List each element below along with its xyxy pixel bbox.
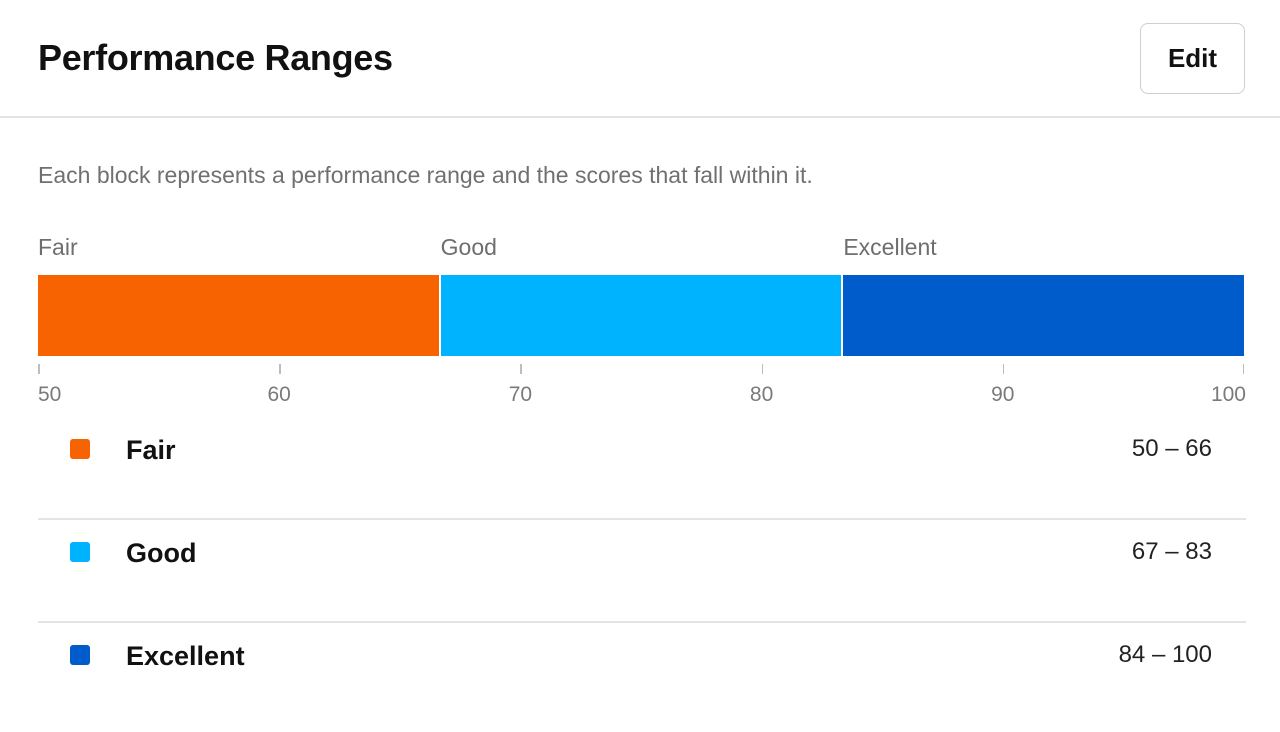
legend-name: Fair <box>126 435 176 465</box>
chart-description: Each block represents a performance rang… <box>38 162 813 188</box>
scale-tick <box>279 364 281 374</box>
edit-button[interactable]: Edit <box>1140 23 1245 94</box>
segment-label-excellent: Excellent <box>843 234 937 260</box>
legend-range: 84 – 100 <box>1118 641 1212 668</box>
scale-tick-label: 100 <box>1210 383 1246 406</box>
scale-tick-label: 70 <box>508 383 533 406</box>
legend-row-fair: Fair 50 – 66 <box>38 417 1246 520</box>
legend-range: 67 – 83 <box>1131 538 1212 565</box>
page-title: Performance Ranges <box>38 37 393 78</box>
score-scale: 50 60 70 80 90 100 <box>38 364 1246 414</box>
scale-tick <box>1002 364 1005 374</box>
good-color-swatch <box>70 542 90 562</box>
legend-range: 50 – 66 <box>1131 435 1212 462</box>
legend-row-good: Good 67 – 83 <box>38 520 1246 623</box>
scale-tick <box>520 364 522 374</box>
scale-tick-label: 60 <box>267 383 291 406</box>
segment-fair <box>38 275 439 356</box>
segment-excellent <box>843 275 1244 356</box>
segment-label-good: Good <box>440 234 497 260</box>
fair-color-swatch <box>70 439 90 459</box>
scale-tick <box>1242 364 1244 374</box>
segment-good <box>440 275 842 356</box>
panel-header: Performance Ranges Edit <box>0 0 1280 118</box>
performance-range-bar <box>38 275 1244 356</box>
excellent-color-swatch <box>70 645 90 665</box>
scale-tick <box>38 364 40 374</box>
scale-tick <box>761 364 764 374</box>
scale-tick-label: 50 <box>38 383 62 406</box>
scale-tick-label: 90 <box>991 383 1015 406</box>
legend-name: Good <box>126 538 197 568</box>
legend-name: Excellent <box>126 641 245 671</box>
segment-label-fair: Fair <box>38 234 78 260</box>
scale-tick-label: 80 <box>749 383 774 406</box>
legend-row-excellent: Excellent 84 – 100 <box>38 623 1246 726</box>
